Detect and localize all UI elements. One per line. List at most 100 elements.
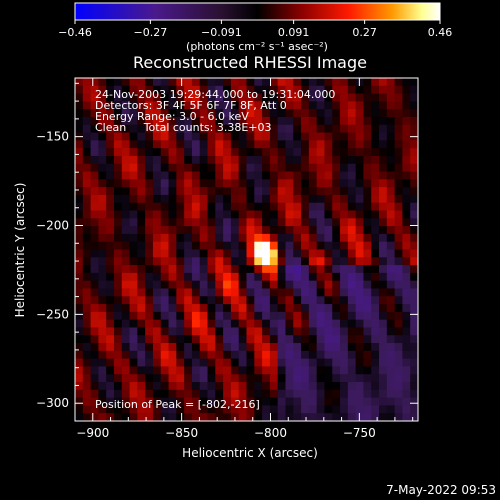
heatmap-cell [160,249,170,258]
heatmap-cell [332,382,341,391]
heatmap-cell [176,241,185,251]
colorbar-ticks: −0.46 −0.27 −0.091 0.091 0.27 0.46 [58,20,452,39]
heatmap-cell [363,327,372,336]
heatmap-cell [324,288,333,297]
heatmap-cell [199,93,209,102]
heatmap-cell [371,140,380,149]
heatmap-cell [176,187,185,196]
heatmap-cell [347,148,357,157]
heatmap-cell [207,272,216,282]
heatmap-cell [113,202,123,212]
heatmap-cell [238,311,248,321]
heatmap-cell [160,148,170,157]
heatmap-cell [199,405,209,414]
heatmap-cell [82,304,92,313]
heatmap-cell [215,358,224,368]
heatmap-cell [332,187,341,196]
heatmap-cell [410,124,418,134]
heatmap-cell [410,93,418,102]
heatmap-cell [106,241,115,251]
heatmap-cell [308,148,318,157]
x-axis-label: Heliocentric X (arcsec) [182,446,318,460]
heatmap-cell [254,304,263,313]
heatmap-cell [262,109,271,118]
heatmap-cell [402,389,411,399]
heatmap-cell [168,311,177,321]
heatmap-cell [160,140,170,149]
heatmap-cell [316,210,326,219]
heatmap-cell [301,311,310,321]
colorbar-tick-label: −0.27 [134,26,168,39]
heatmap-cell [121,93,131,102]
heatmap-cell [394,397,404,407]
heatmap-cell [106,124,115,134]
heatmap-cell [262,194,271,204]
heatmap-cell [410,265,418,274]
heatmap-cell [355,335,365,344]
heatmap-cell [129,233,138,243]
heatmap-cell [340,249,349,258]
heatmap-cell [363,109,372,118]
heatmap-cell [90,249,99,258]
heatmap-cell [277,405,287,414]
heatmap-cell [277,366,287,375]
heatmap-cell [168,327,177,336]
heatmap-cell [371,210,380,219]
heatmap-cell [230,405,240,414]
heatmap-cell [121,171,131,180]
heatmap-cell [355,265,365,274]
heatmap-cell [301,288,310,297]
heatmap-cell [410,179,418,188]
heatmap-cell [379,85,388,95]
heatmap-cell [98,187,107,196]
heatmap-cell [332,202,341,212]
heatmap-cell [371,405,380,414]
heatmap-cell [301,249,310,258]
heatmap-cell [410,241,418,251]
heatmap-cell [386,101,396,110]
heatmap-cell [340,366,349,375]
heatmap-cell [340,202,349,212]
heatmap-cell [176,304,185,313]
heatmap-cell [145,155,154,165]
heatmap-cell [199,116,209,126]
heatmap-cell [230,288,240,297]
heatmap-cell [285,140,294,149]
heatmap-cell [301,335,310,344]
heatmap-cell [137,226,146,235]
heatmap-cell [152,296,162,305]
heatmap-cell [316,116,326,126]
heatmap-cell [199,319,209,329]
heatmap-cell [332,265,341,274]
heatmap-cell [238,413,248,421]
heatmap-cell [285,257,294,266]
heatmap-cell [121,350,131,360]
heatmap-cell [262,311,271,321]
heatmap-cell [308,374,318,383]
heatmap-cell [98,343,107,352]
heatmap-cell [238,280,248,290]
heatmap-cell [215,187,224,196]
heatmap-cell [324,350,333,360]
heatmap-cell [355,296,365,305]
heatmap-cell [386,194,396,204]
heatmap-cell [402,148,411,157]
heatmap-cell [230,78,240,87]
heatmap-cell [199,124,209,134]
heatmap-cell [160,93,170,102]
heatmap-cell [98,171,107,180]
heatmap-cell [293,218,302,227]
heatmap-cell [371,413,380,421]
heatmap-cell [262,265,271,274]
heatmap-cell [82,382,92,391]
heatmap-cell [347,405,357,414]
heatmap-cell [152,405,162,414]
heatmap-cell [129,374,138,383]
heatmap-cell [324,366,333,375]
heatmap-cell [98,319,107,329]
heatmap-cell [106,366,115,375]
heatmap-cell [121,78,131,87]
heatmap-cell [215,389,224,399]
heatmap-cell [121,389,131,399]
heatmap-cell [98,101,107,110]
